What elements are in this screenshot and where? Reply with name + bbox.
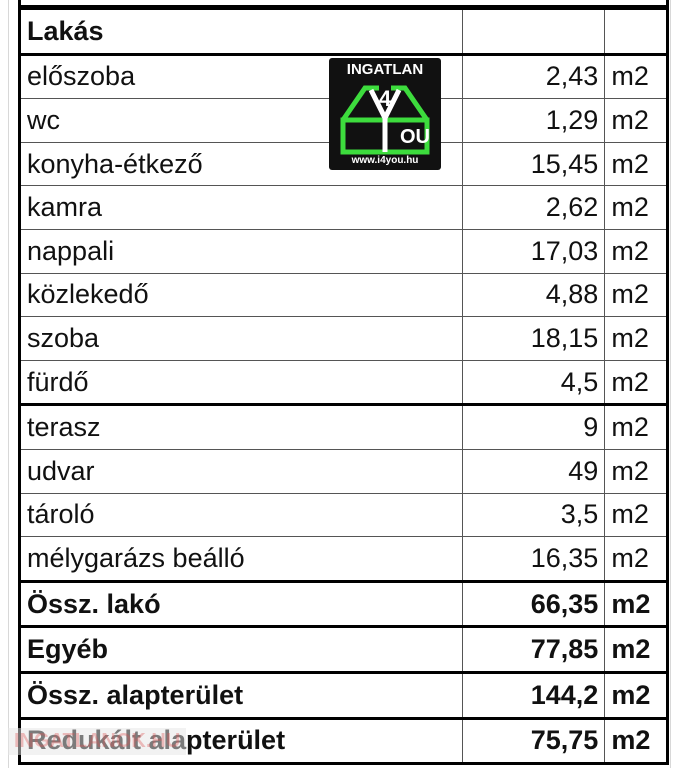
area-unit: m2 (604, 316, 666, 361)
area-name: terasz (21, 404, 463, 450)
header-label: Lakás (21, 10, 463, 56)
watermark: INGATLANOK.HU (8, 728, 187, 755)
table-row: tároló 3,5 m2 (21, 493, 666, 538)
area-value: 15,45 (462, 142, 606, 187)
area-value: 75,75 (462, 718, 606, 766)
area-name: szoba (21, 316, 463, 361)
ingatlan4you-logo: INGATLAN 4 OU www.i4you.hu (329, 58, 441, 170)
area-name: udvar (21, 449, 463, 494)
area-value: 2,43 (462, 54, 606, 100)
area-unit: m2 (604, 449, 666, 494)
area-value: 49 (462, 449, 606, 494)
table-row: fürdő 4,5 m2 (21, 360, 666, 407)
table-header-row: Lakás (21, 10, 666, 56)
area-value: 9 (462, 404, 606, 450)
area-value: 4,88 (462, 273, 606, 318)
area-value: 144,2 (462, 672, 606, 720)
area-unit: m2 (604, 672, 666, 720)
area-name: mélygarázs beálló (21, 536, 463, 583)
area-value: 4,5 (462, 360, 606, 407)
table-row: terasz 9 m2 (21, 404, 666, 450)
area-value: 77,85 (462, 626, 606, 674)
table-row: Össz. alapterület 144,2 m2 (21, 672, 666, 720)
area-value: 17,03 (462, 229, 606, 274)
table-row: Össz. lakó 66,35 m2 (21, 581, 666, 629)
area-name: Össz. lakó (21, 581, 463, 629)
area-value: 66,35 (462, 581, 606, 629)
area-unit: m2 (604, 581, 666, 629)
table-row: előszoba 2,43 m2 (21, 54, 666, 100)
area-name: kamra (21, 185, 463, 230)
area-unit: m2 (604, 273, 666, 318)
area-unit: m2 (604, 185, 666, 230)
area-unit: m2 (604, 493, 666, 538)
area-value: 1,29 (462, 98, 606, 143)
area-value: 2,62 (462, 185, 606, 230)
area-unit: m2 (604, 626, 666, 674)
table-row: szoba 18,15 m2 (21, 316, 666, 361)
table-row: udvar 49 m2 (21, 449, 666, 494)
house-icon (340, 85, 430, 155)
area-unit: m2 (604, 536, 666, 583)
area-unit: m2 (604, 142, 666, 187)
table-row: kamra 2,62 m2 (21, 185, 666, 230)
area-value: 18,15 (462, 316, 606, 361)
table-row: Egyéb 77,85 m2 (21, 626, 666, 674)
area-unit: m2 (604, 229, 666, 274)
cut-off-previous-row (18, 0, 669, 8)
area-unit: m2 (604, 718, 666, 766)
area-name: közlekedő (21, 273, 463, 318)
table-row: nappali 17,03 m2 (21, 229, 666, 274)
area-value: 16,35 (462, 536, 606, 583)
area-value: 3,5 (462, 493, 606, 538)
table-row: közlekedő 4,88 m2 (21, 273, 666, 318)
area-name: fürdő (21, 360, 463, 407)
table-row: mélygarázs beálló 16,35 m2 (21, 536, 666, 583)
area-name: Össz. alapterület (21, 672, 463, 720)
area-name: Egyéb (21, 626, 463, 674)
area-unit: m2 (604, 404, 666, 450)
area-unit: m2 (604, 360, 666, 407)
area-name: nappali (21, 229, 463, 274)
area-name: tároló (21, 493, 463, 538)
area-unit: m2 (604, 98, 666, 143)
area-unit: m2 (604, 54, 666, 100)
